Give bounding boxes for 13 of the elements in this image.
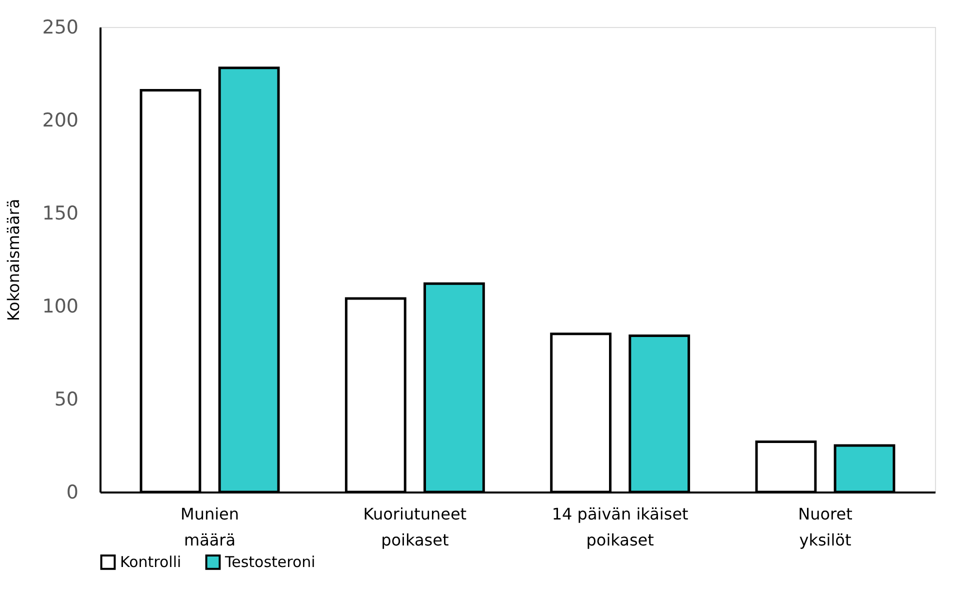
x-tick-label: Nuoret yksilöt [798,504,852,550]
x-tick-label: Munien määrä [180,504,240,550]
y-tick-label: 0 [66,482,78,504]
x-tick-label: Kuoriutuneet poikaset [363,504,467,550]
y-tick-label: 200 [42,110,78,132]
y-axis-title: Kokonaismäärä [4,198,24,322]
legend-label: Testosteroni [224,553,316,572]
y-tick-label: 50 [54,388,78,410]
y-tick-label: 250 [42,16,78,38]
x-tick-label: 14 päivän ikäiset poikaset [552,504,688,550]
legend-label: Kontrolli [120,553,182,572]
y-tick-label: 100 [42,296,78,318]
y-tick-label: 150 [42,202,78,224]
